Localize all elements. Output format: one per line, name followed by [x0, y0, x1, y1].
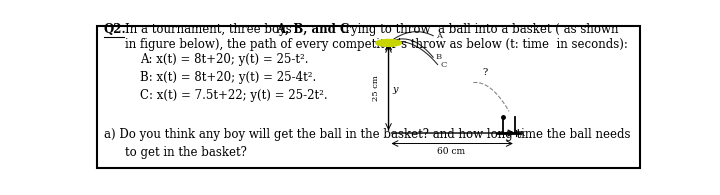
Text: C: C — [441, 60, 447, 68]
Text: A: x(t) = 8t+20; y(t) = 25-t².: A: x(t) = 8t+20; y(t) = 25-t². — [140, 53, 309, 66]
Text: 60 cm: 60 cm — [437, 147, 465, 156]
Text: A, B, and C: A, B, and C — [276, 23, 349, 36]
Text: 25 cm: 25 cm — [372, 75, 380, 101]
Text: Q2.: Q2. — [104, 23, 127, 36]
Text: B: x(t) = 8t+20; y(t) = 25-4t².: B: x(t) = 8t+20; y(t) = 25-4t². — [140, 71, 317, 84]
Circle shape — [376, 39, 401, 46]
Text: In a tournament, three boys: In a tournament, three boys — [125, 23, 296, 36]
Text: ?: ? — [482, 68, 487, 77]
Text: trying to throw  a ball into a basket ( as shown: trying to throw a ball into a basket ( a… — [337, 23, 618, 36]
Text: a) Do you think any boy will get the ball in the basket? and how long time the b: a) Do you think any boy will get the bal… — [104, 128, 631, 141]
Text: A: A — [436, 32, 442, 40]
Text: B: B — [436, 53, 442, 61]
Text: x: x — [521, 129, 526, 137]
Text: y: y — [392, 85, 397, 94]
Text: to get in the basket?: to get in the basket? — [125, 146, 247, 159]
Text: in figure below), the path of every competitor’s throw as below (t: time  in sec: in figure below), the path of every comp… — [125, 38, 628, 51]
Text: C: x(t) = 7.5t+22; y(t) = 25-2t².: C: x(t) = 7.5t+22; y(t) = 25-2t². — [140, 89, 328, 102]
